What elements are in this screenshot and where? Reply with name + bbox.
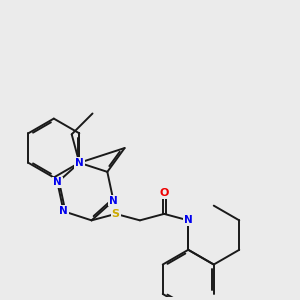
Text: O: O — [159, 188, 169, 198]
Text: N: N — [53, 178, 62, 188]
Text: N: N — [59, 206, 68, 216]
Text: N: N — [109, 196, 118, 206]
Text: N: N — [75, 158, 84, 168]
Text: N: N — [184, 215, 193, 225]
Text: S: S — [112, 209, 120, 219]
